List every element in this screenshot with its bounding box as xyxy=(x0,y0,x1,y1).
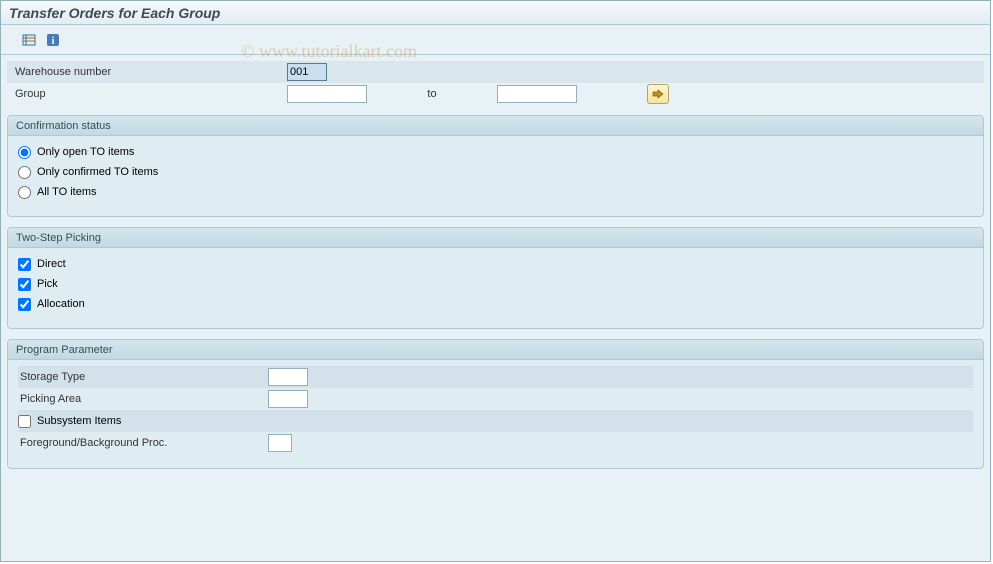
storage-type-label: Storage Type xyxy=(18,371,268,383)
checkbox-pick-label: Pick xyxy=(37,278,58,290)
confirmation-status-group: Confirmation status Only open TO items O… xyxy=(7,115,984,217)
radio-all-to[interactable]: All TO items xyxy=(18,182,973,202)
group-to-input[interactable] xyxy=(497,85,577,103)
checkbox-subsystem-input[interactable] xyxy=(18,415,31,428)
svg-text:i: i xyxy=(52,36,55,47)
radio-open-to-input[interactable] xyxy=(18,146,31,159)
checkbox-allocation-label: Allocation xyxy=(37,298,85,310)
page-title: Transfer Orders for Each Group xyxy=(9,5,220,21)
radio-all-to-label: All TO items xyxy=(37,186,97,198)
info-icon[interactable]: i xyxy=(45,32,61,48)
group-row: Group to xyxy=(7,83,984,105)
picking-area-label: Picking Area xyxy=(18,393,268,405)
two-step-picking-title: Two-Step Picking xyxy=(8,228,983,248)
fgbg-input[interactable] xyxy=(268,434,292,452)
radio-open-to[interactable]: Only open TO items xyxy=(18,142,973,162)
app-window: Transfer Orders for Each Group i © www.t… xyxy=(0,0,991,562)
radio-confirmed-to[interactable]: Only confirmed TO items xyxy=(18,162,973,182)
warehouse-row: Warehouse number xyxy=(7,61,984,83)
warehouse-input[interactable] xyxy=(287,63,327,81)
program-parameter-group: Program Parameter Storage Type Picking A… xyxy=(7,339,984,469)
multiple-selection-button[interactable] xyxy=(647,84,669,104)
checkbox-direct-label: Direct xyxy=(37,258,66,270)
group-to-label: to xyxy=(387,88,477,100)
variant-icon[interactable] xyxy=(21,32,37,48)
checkbox-direct-input[interactable] xyxy=(18,258,31,271)
subsystem-row: Subsystem Items xyxy=(18,410,973,432)
selection-fields: Warehouse number Group to xyxy=(5,59,986,111)
checkbox-pick[interactable]: Pick xyxy=(18,274,973,294)
fgbg-row: Foreground/Background Proc. xyxy=(18,432,973,454)
two-step-picking-group: Two-Step Picking Direct Pick Allocation xyxy=(7,227,984,329)
radio-confirmed-to-label: Only confirmed TO items xyxy=(37,166,158,178)
checkbox-allocation[interactable]: Allocation xyxy=(18,294,973,314)
radio-all-to-input[interactable] xyxy=(18,186,31,199)
warehouse-label: Warehouse number xyxy=(7,66,287,78)
checkbox-subsystem[interactable]: Subsystem Items xyxy=(18,411,121,431)
storage-type-row: Storage Type xyxy=(18,366,973,388)
checkbox-subsystem-label: Subsystem Items xyxy=(37,415,121,427)
content-area: Warehouse number Group to Confirmation s… xyxy=(1,55,990,483)
radio-open-to-label: Only open TO items xyxy=(37,146,134,158)
program-parameter-title: Program Parameter xyxy=(8,340,983,360)
picking-area-row: Picking Area xyxy=(18,388,973,410)
title-bar: Transfer Orders for Each Group xyxy=(1,1,990,25)
fgbg-label: Foreground/Background Proc. xyxy=(18,437,268,449)
group-label: Group xyxy=(7,88,287,100)
confirmation-status-title: Confirmation status xyxy=(8,116,983,136)
picking-area-input[interactable] xyxy=(268,390,308,408)
checkbox-pick-input[interactable] xyxy=(18,278,31,291)
checkbox-allocation-input[interactable] xyxy=(18,298,31,311)
storage-type-input[interactable] xyxy=(268,368,308,386)
toolbar: i xyxy=(1,25,990,55)
radio-confirmed-to-input[interactable] xyxy=(18,166,31,179)
group-from-input[interactable] xyxy=(287,85,367,103)
arrow-right-icon xyxy=(652,89,664,99)
checkbox-direct[interactable]: Direct xyxy=(18,254,973,274)
